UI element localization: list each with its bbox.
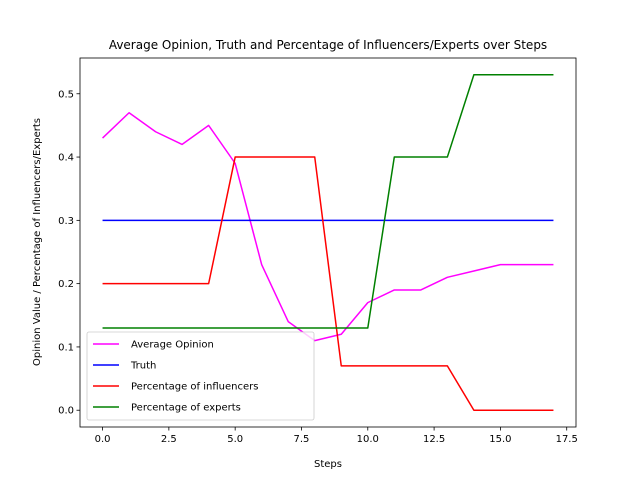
y-tick-label: 0.4 [58,153,74,164]
y-tick-label: 0.2 [58,279,74,290]
x-tick-label: 5.0 [227,434,243,445]
x-tick-label: 0.0 [95,434,111,445]
series-line-0 [102,112,554,342]
x-tick-label: 2.5 [161,434,177,445]
y-tick-label: 0.1 [58,342,74,353]
legend-label-0: Average Opinion [131,340,214,351]
axes-frame [79,57,577,428]
legend-label-2: Percentage of influencers [131,382,258,393]
x-tick-label: 15.0 [489,434,511,445]
legend-box [86,331,315,421]
x-tick-label: 7.5 [294,434,310,445]
y-tick-label: 0.3 [58,216,74,227]
y-tick-label: 0.0 [58,406,74,417]
x-axis-label: Steps [314,459,342,470]
x-tick-label: 12.5 [423,434,445,445]
legend: Average Opinion Truth Percentage of influe… [86,331,315,421]
plot-area: 0.0 2.5 5.0 7.5 10.0 12.5 15.0 17.5 0.0 0.1 0.2 0.3… [58,57,578,445]
y-axis-label: Opinion Value / Percentage of Influencer… [32,118,43,366]
legend-label-1: Truth [130,361,156,372]
y-tick-label: 0.5 [58,89,74,100]
x-tick-label: 10.0 [357,434,379,445]
chart-title: Average Opinion, Truth and Percentage of… [109,38,547,52]
series-line-2 [102,156,554,411]
legend-label-3: Percentage of experts [131,403,241,414]
x-tick-label: 17.5 [556,434,578,445]
series-line-3 [102,74,554,329]
